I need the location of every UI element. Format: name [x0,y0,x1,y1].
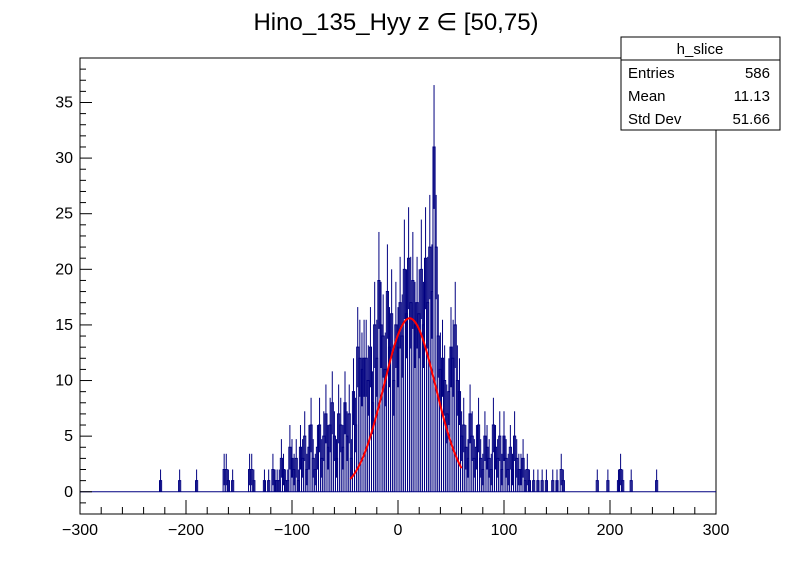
y-tick-label: 0 [64,484,73,501]
y-tick-label: 20 [55,261,73,278]
stats-entries-value: 586 [745,65,770,82]
y-axis: 0 5 10 15 20 25 30 35 [55,68,92,504]
x-tick-label: 100 [491,522,518,539]
stats-stddev-label: Std Dev [628,111,682,128]
x-tick-label: 0 [394,522,403,539]
x-tick-label: 300 [703,522,730,539]
x-tick-label: −100 [274,522,310,539]
x-tick-label: −300 [62,522,98,539]
stats-mean-label: Mean [628,88,666,105]
y-tick-label: 25 [55,206,73,223]
y-tick-label: 30 [55,150,73,167]
stats-box: h_slice Entries 586 Mean 11.13 Std Dev 5… [620,36,781,131]
stats-stddev-value: 51.66 [732,111,770,128]
gaussian-fit-line [349,317,463,480]
histogram-bars [159,85,659,492]
x-axis: −300 −200 −100 0 100 200 300 [62,500,729,539]
fit-curve [349,317,463,480]
stats-mean-value: 11.13 [734,88,770,105]
stats-entries-label: Entries [628,65,675,82]
x-tick-label: 200 [597,522,624,539]
stats-box-border [620,36,781,131]
y-tick-label: 15 [55,317,73,334]
y-tick-label: 35 [55,94,73,111]
chart-title: Hino_135_Hyy z ∈ [50,75) [253,9,538,36]
y-tick-label: 5 [64,428,73,445]
y-tick-label: 10 [55,373,73,390]
stats-box-title: h_slice [677,41,724,58]
x-tick-label: −200 [168,522,204,539]
